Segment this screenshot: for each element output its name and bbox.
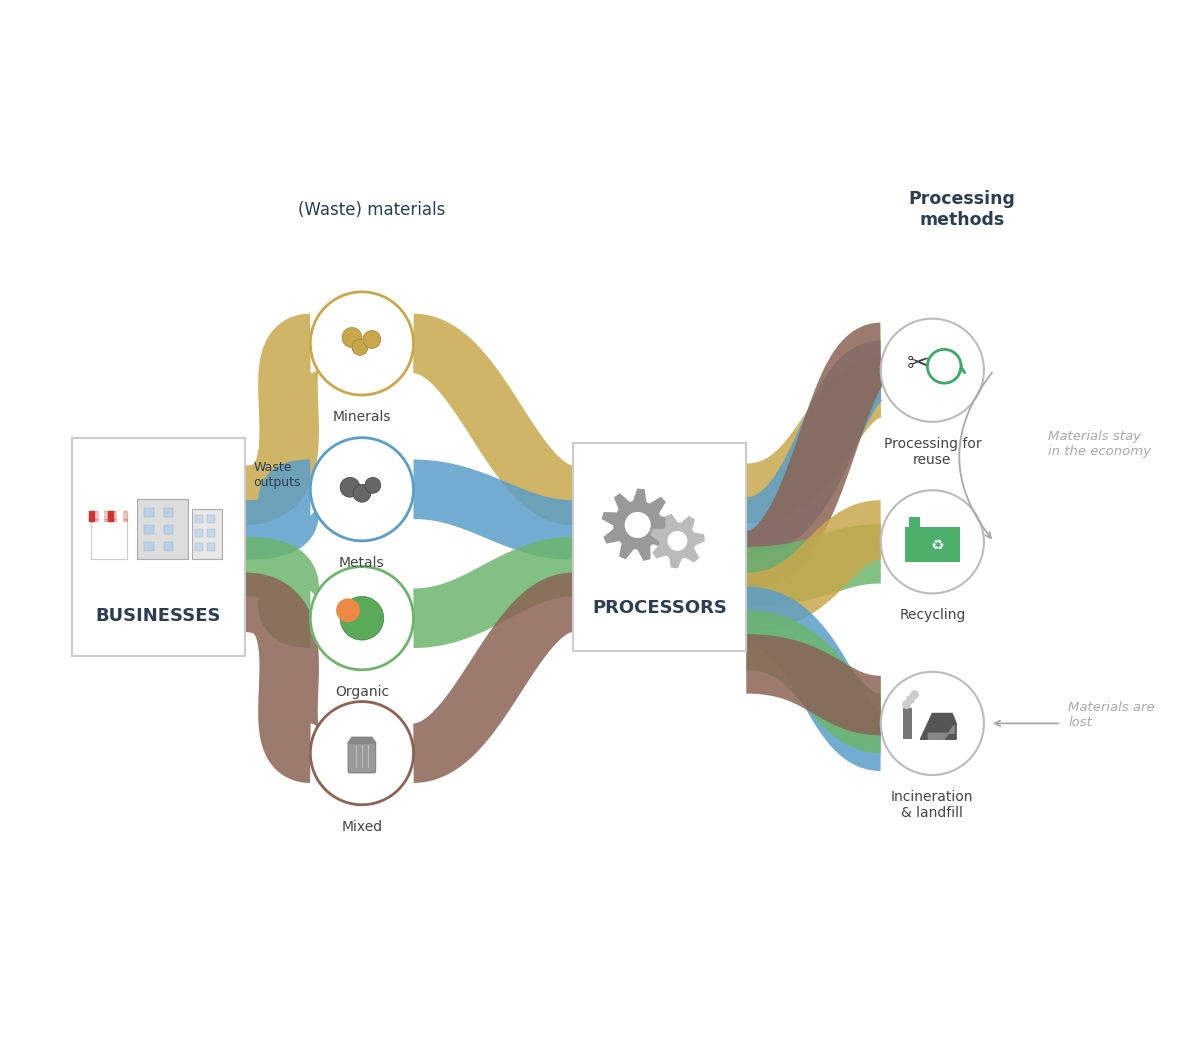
Polygon shape: [89, 511, 94, 521]
Polygon shape: [414, 460, 572, 560]
Polygon shape: [746, 322, 887, 591]
Polygon shape: [89, 511, 127, 521]
Circle shape: [353, 485, 371, 503]
FancyBboxPatch shape: [208, 515, 215, 524]
Text: Incineration
& landfill: Incineration & landfill: [892, 789, 973, 820]
Text: Waste
outputs: Waste outputs: [253, 462, 301, 489]
Text: Minerals: Minerals: [332, 410, 391, 424]
Circle shape: [881, 318, 984, 422]
FancyBboxPatch shape: [163, 542, 174, 551]
Circle shape: [340, 477, 360, 497]
Text: Processing for
reuse: Processing for reuse: [883, 437, 982, 467]
Polygon shape: [746, 358, 881, 524]
FancyBboxPatch shape: [908, 517, 920, 529]
Circle shape: [340, 597, 384, 640]
Polygon shape: [245, 573, 319, 783]
Text: ♻: ♻: [930, 538, 944, 553]
Text: (Waste) materials: (Waste) materials: [298, 201, 445, 219]
Circle shape: [902, 700, 911, 709]
Polygon shape: [245, 314, 319, 525]
Circle shape: [365, 477, 380, 493]
Circle shape: [336, 599, 360, 622]
Circle shape: [881, 490, 984, 594]
Text: Materials are
lost: Materials are lost: [1068, 701, 1154, 730]
Polygon shape: [652, 515, 704, 567]
FancyBboxPatch shape: [192, 509, 222, 559]
FancyBboxPatch shape: [72, 438, 245, 655]
Polygon shape: [920, 713, 956, 739]
Circle shape: [352, 339, 368, 355]
Circle shape: [311, 438, 414, 541]
FancyBboxPatch shape: [196, 515, 203, 524]
FancyBboxPatch shape: [902, 708, 912, 739]
FancyBboxPatch shape: [208, 529, 215, 537]
Polygon shape: [413, 573, 572, 783]
Text: Recycling: Recycling: [899, 608, 966, 622]
FancyBboxPatch shape: [144, 542, 154, 551]
Text: Processing
methods: Processing methods: [908, 191, 1015, 229]
FancyBboxPatch shape: [196, 529, 203, 537]
FancyBboxPatch shape: [572, 443, 746, 651]
Polygon shape: [108, 511, 113, 521]
Circle shape: [625, 513, 650, 537]
Circle shape: [311, 701, 414, 805]
FancyBboxPatch shape: [137, 499, 188, 559]
Polygon shape: [929, 726, 954, 739]
Text: Materials stay
in the economy: Materials stay in the economy: [1049, 430, 1152, 459]
Polygon shape: [348, 737, 376, 743]
Text: ✂: ✂: [907, 351, 930, 378]
Text: Metals: Metals: [340, 556, 385, 570]
Polygon shape: [602, 489, 673, 560]
FancyBboxPatch shape: [163, 508, 174, 517]
Text: Organic: Organic: [335, 685, 389, 698]
Polygon shape: [746, 524, 881, 606]
FancyBboxPatch shape: [348, 741, 376, 773]
Circle shape: [881, 672, 984, 775]
FancyBboxPatch shape: [196, 542, 203, 551]
Polygon shape: [746, 610, 881, 753]
Circle shape: [311, 292, 414, 395]
Text: PROCESSORS: PROCESSORS: [592, 599, 727, 618]
Text: Mixed: Mixed: [341, 820, 383, 833]
Polygon shape: [245, 460, 319, 560]
Polygon shape: [746, 340, 883, 557]
Polygon shape: [414, 537, 572, 648]
FancyBboxPatch shape: [208, 542, 215, 551]
FancyBboxPatch shape: [905, 527, 960, 561]
Circle shape: [910, 690, 919, 699]
Polygon shape: [245, 537, 319, 648]
Polygon shape: [413, 314, 572, 525]
Polygon shape: [746, 586, 881, 771]
Polygon shape: [746, 634, 881, 735]
Polygon shape: [98, 511, 103, 521]
FancyBboxPatch shape: [163, 525, 174, 534]
Circle shape: [311, 566, 414, 670]
Circle shape: [362, 331, 380, 349]
FancyBboxPatch shape: [144, 508, 154, 517]
Text: BUSINESSES: BUSINESSES: [96, 607, 221, 625]
Polygon shape: [746, 500, 881, 632]
Circle shape: [906, 695, 914, 704]
FancyBboxPatch shape: [91, 519, 127, 559]
FancyBboxPatch shape: [144, 525, 154, 534]
Circle shape: [342, 328, 362, 348]
Polygon shape: [118, 511, 122, 521]
Circle shape: [668, 532, 686, 550]
